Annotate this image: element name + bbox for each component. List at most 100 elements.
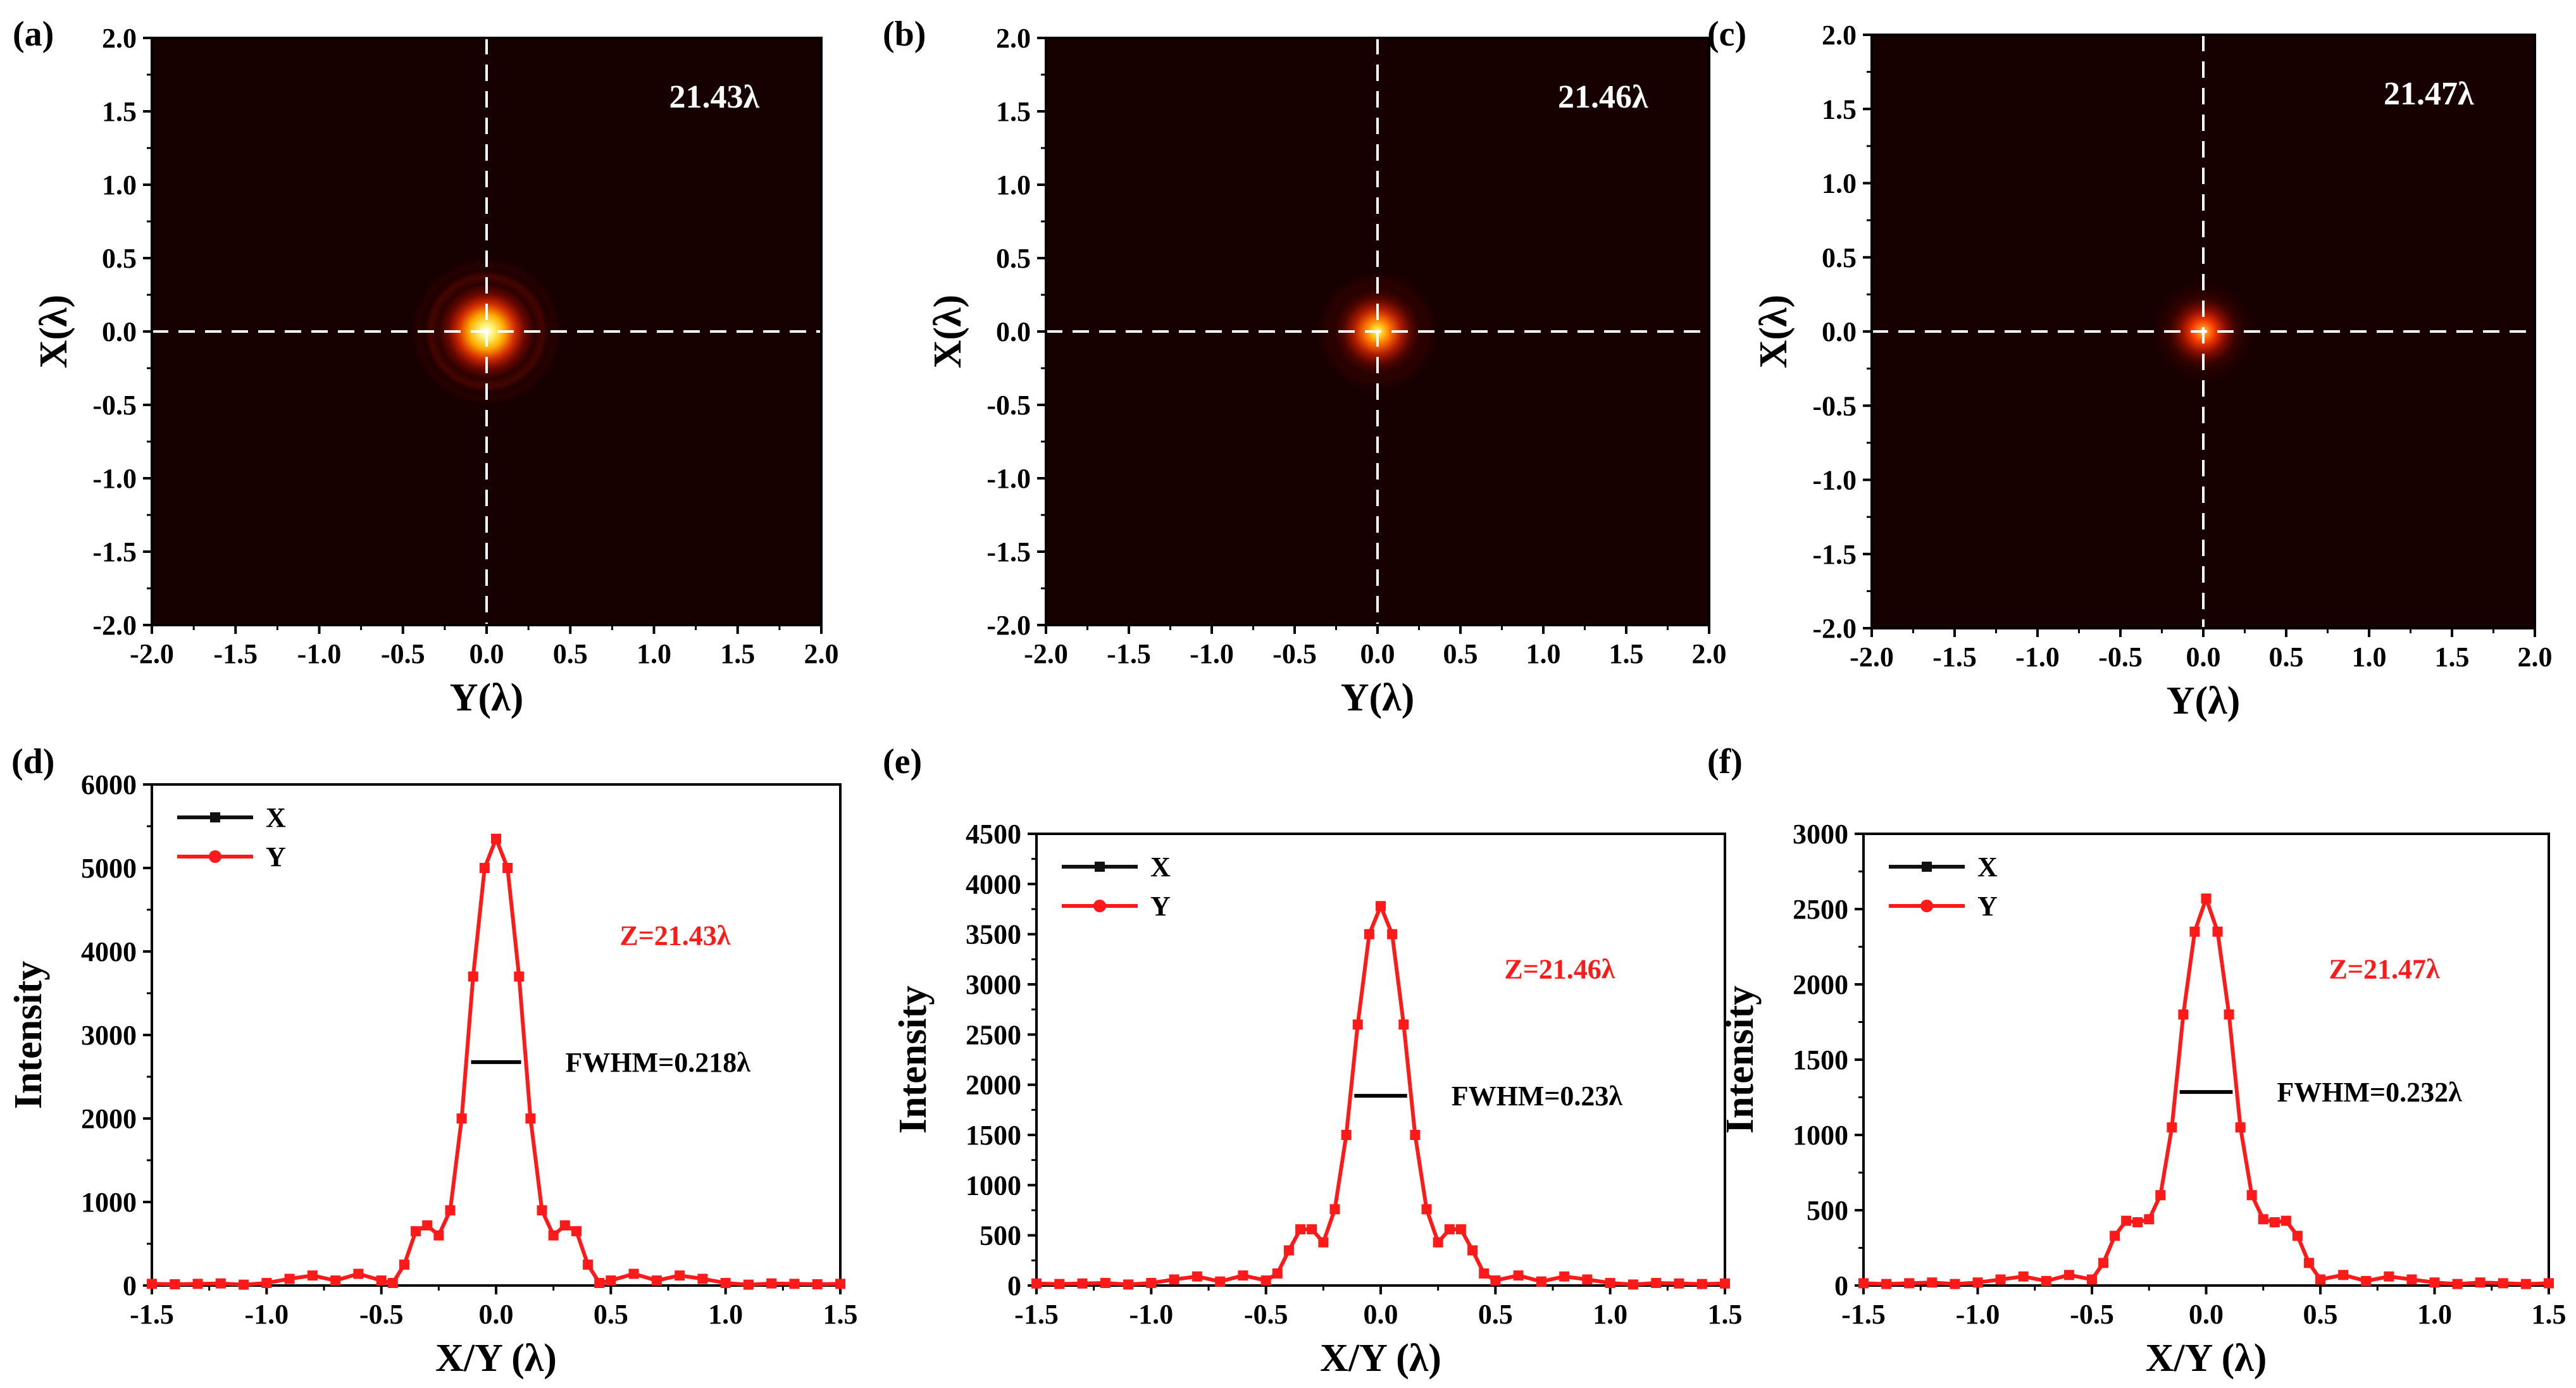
- data-point-y: [2246, 1190, 2257, 1201]
- data-point-y: [571, 1226, 582, 1237]
- data-point-y: [835, 1279, 845, 1289]
- data-point-y: [1238, 1270, 1248, 1281]
- legend-label-y: Y: [1150, 891, 1171, 922]
- data-point-y: [2212, 926, 2223, 937]
- data-point-y: [2406, 1274, 2417, 1285]
- y-axis-label: X(λ): [1752, 295, 1795, 369]
- data-point-y: [1100, 1278, 1111, 1289]
- y-tick-label: 2.0: [102, 23, 137, 54]
- x-tick-label: -1.5: [213, 638, 258, 669]
- data-point-y: [261, 1278, 272, 1289]
- x-axis-label: Y(λ): [450, 676, 524, 719]
- data-point-y: [537, 1205, 547, 1216]
- legend-marker-y: [1920, 900, 1933, 912]
- y-tick-label: 2500: [1793, 894, 1848, 925]
- y-tick-label: 0.5: [102, 243, 137, 274]
- data-point-y: [307, 1270, 318, 1281]
- data-point-y: [1376, 901, 1386, 912]
- x-tick-label: 1.5: [2435, 641, 2470, 672]
- y-tick-label: 1.0: [1822, 168, 1857, 199]
- data-point-y: [1605, 1278, 1615, 1289]
- data-point-y: [766, 1278, 777, 1289]
- y-tick-label: 1500: [1793, 1044, 1848, 1075]
- x-tick-label: 0.0: [2189, 1299, 2224, 1330]
- data-point-y: [2063, 1270, 2074, 1280]
- y-tick-label: 3500: [966, 919, 1021, 950]
- legend-marker-x: [1922, 862, 1932, 872]
- z-annotation: 21.47λ: [2384, 76, 2474, 112]
- data-point-y: [1627, 1279, 1638, 1290]
- y-tick-label: 500: [980, 1220, 1021, 1251]
- data-point-y: [491, 833, 501, 844]
- data-point-y: [2132, 1217, 2143, 1228]
- data-point-y: [2303, 1258, 2314, 1268]
- y-tick-label: 1000: [966, 1170, 1021, 1201]
- y-tick-label: 4000: [966, 869, 1021, 900]
- x-tick-label: 0.5: [2303, 1299, 2338, 1330]
- y-tick-label: -2.0: [1812, 613, 1857, 644]
- data-point-y: [1341, 1130, 1352, 1140]
- x-tick-label: -0.5: [359, 1299, 404, 1330]
- x-tick-label: -1.0: [1956, 1299, 2000, 1330]
- panel-a-heatmap: -2.0-2.0 -1.5 -1.5 -1.0 -1.0 -0.5 -0.5 0.0 0.0 0.…: [13, 15, 839, 719]
- data-point-y: [479, 863, 490, 873]
- data-point-y: [2429, 1277, 2440, 1288]
- x-tick-label: 0.0: [470, 638, 504, 669]
- x-tick-label: 0.5: [2269, 641, 2304, 672]
- data-point-y: [433, 1230, 444, 1241]
- y-tick-label: 0.0: [996, 316, 1031, 347]
- data-point-y: [628, 1268, 639, 1279]
- data-point-y: [1444, 1224, 1455, 1235]
- y-tick-label: 5000: [81, 853, 137, 884]
- data-point-y: [1467, 1245, 1478, 1256]
- data-point-y: [743, 1279, 754, 1290]
- data-point-y: [1307, 1224, 1317, 1235]
- x-tick-label: -1.5: [130, 1299, 174, 1330]
- x-axis-label: Y(λ): [1341, 676, 1415, 719]
- data-point-y: [2235, 1122, 2246, 1133]
- data-point-y: [376, 1275, 387, 1286]
- x-tick-label: -1.5: [1932, 641, 1977, 672]
- x-tick-label: 2.0: [804, 638, 839, 669]
- data-point-y: [2167, 1122, 2177, 1133]
- data-point-y: [1479, 1268, 1490, 1279]
- x-tick-label: 1.5: [2532, 1299, 2567, 1330]
- panel-tag: (b): [883, 15, 926, 54]
- data-point-y: [675, 1270, 685, 1281]
- y-tick-label: 1.5: [1822, 94, 1857, 125]
- x-tick-label: 0.5: [553, 638, 588, 669]
- y-tick-label: 2.0: [996, 23, 1031, 54]
- y-tick-label: -0.5: [92, 390, 137, 421]
- data-point-y: [1455, 1224, 1466, 1235]
- y-tick-label: 1000: [1793, 1120, 1848, 1151]
- panel-e-profile: -1.5 -1.0 -0.5 0.0 0.5 1.0 1.5 0 500 1000 1500 2000…: [883, 742, 1743, 1380]
- data-point-y: [583, 1260, 594, 1270]
- data-point-y: [1398, 1019, 1409, 1030]
- data-point-y: [1536, 1276, 1546, 1287]
- x-tick-label: 0.0: [1360, 638, 1395, 669]
- x-tick-label: -2.0: [1850, 641, 1894, 672]
- y-tick-label: 500: [1807, 1195, 1848, 1226]
- x-tick-label: 1.0: [637, 638, 671, 669]
- y-tick-label: 3000: [81, 1020, 137, 1051]
- x-tick-label: -1.0: [245, 1299, 289, 1330]
- legend-label-x: X: [266, 802, 286, 833]
- data-point-y: [502, 863, 513, 873]
- fwhm-label: FWHM=0.218λ: [566, 1047, 751, 1078]
- data-point-y: [192, 1279, 203, 1289]
- data-point-y: [1215, 1276, 1226, 1287]
- data-point-y: [2087, 1274, 2097, 1285]
- legend-label-y: Y: [266, 841, 286, 872]
- y-tick-label: 1.0: [102, 170, 137, 201]
- data-point-y: [2338, 1270, 2349, 1280]
- panel-tag: (f): [1707, 742, 1743, 781]
- legend-marker-x: [1095, 862, 1105, 872]
- y-axis-label: X(λ): [32, 295, 75, 369]
- data-point-y: [1972, 1277, 1983, 1288]
- x-axis-label: X/Y (λ): [2146, 1337, 2267, 1380]
- y-tick-label: 0: [1007, 1270, 1021, 1301]
- data-point-y: [215, 1278, 226, 1289]
- y-tick-label: 3000: [1793, 819, 1848, 850]
- data-point-y: [1318, 1237, 1329, 1248]
- data-point-y: [2384, 1271, 2394, 1282]
